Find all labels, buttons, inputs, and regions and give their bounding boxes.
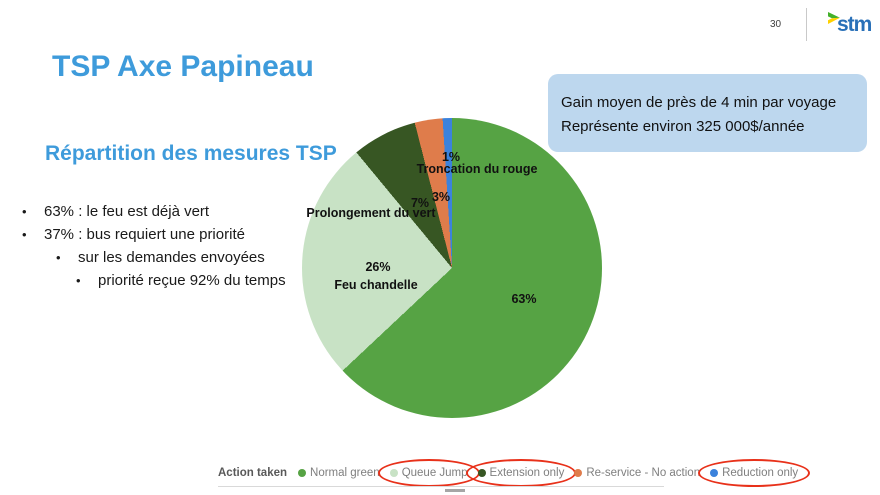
bullet-marker: •: [22, 204, 27, 219]
legend-item-queue-jump: Queue Jump: [377, 459, 480, 487]
chart-legend: Action taken Normal green Queue Jump Exten…: [218, 459, 811, 487]
page-number: 30: [770, 19, 782, 30]
section-title: Répartition des mesures TSP: [45, 142, 337, 165]
legend-label: Normal green: [310, 467, 380, 479]
pie-label-extension-name: Prolongement du vert: [306, 206, 436, 220]
bullet-marker: •: [56, 250, 61, 265]
bullet-item-3: • priorité reçue 92% du temps: [22, 269, 322, 292]
slide-title: TSP Axe Papineau: [52, 50, 314, 83]
pie-label-normal-green-pct: 63%: [511, 292, 537, 306]
legend-title: Action taken: [218, 467, 288, 479]
legend-label: Reduction only: [722, 467, 799, 479]
legend-scroll-tick: [445, 489, 465, 492]
bullet-text: sur les demandes envoyées: [78, 249, 265, 266]
legend-marker-icon: [477, 469, 486, 477]
bullet-item-0: • 63% : le feu est déjà vert: [22, 200, 322, 223]
legend-marker-icon: [574, 469, 583, 477]
bullet-marker: •: [22, 227, 27, 242]
legend-divider: [218, 486, 664, 487]
pie-label-queue-jump-name: Feu chandelle: [334, 278, 418, 292]
pie-label-queue-jump-pct: 26%: [365, 260, 391, 274]
pie-label-reduction-name: Troncation du rouge: [416, 162, 538, 176]
pie-label-reduction-pct: 1%: [441, 150, 461, 164]
legend-label: Extension only: [489, 467, 565, 479]
bullet-text: 37% : bus requiert une priorité: [44, 226, 245, 243]
bullet-item-2: • sur les demandes envoyées: [22, 246, 322, 269]
legend-label: Queue Jump: [401, 467, 468, 479]
pie-label-reservice-pct: 3%: [431, 190, 451, 204]
callout-line-2: Représente environ 325 000$/année: [561, 118, 805, 135]
legend-item-reduction-only: Reduction only: [698, 459, 811, 487]
pie-label-extension-pct: 7%: [410, 196, 430, 210]
stm-logo: stm: [826, 9, 880, 39]
gain-callout-box: Gain moyen de près de 4 min par voyage R…: [548, 74, 867, 152]
bullet-text: 63% : le feu est déjà vert: [44, 203, 210, 220]
header-divider: [806, 8, 807, 41]
bullet-list: • 63% : le feu est déjà vert • 37% : bus re…: [22, 200, 322, 292]
legend-marker-icon: [298, 469, 307, 477]
legend-item-extension-only: Extension only: [465, 459, 577, 487]
stm-logo-text: stm: [837, 13, 872, 36]
legend-item-re-service-no-action: Re-service - No action: [571, 467, 703, 479]
legend-item-normal-green: Normal green: [295, 467, 383, 479]
legend-label: Re-service - No action: [586, 467, 701, 479]
pie-chart: [302, 118, 602, 418]
legend-marker-icon: [710, 469, 719, 477]
bullet-marker: •: [76, 273, 81, 288]
stm-chevron-icon: [828, 12, 840, 24]
callout-line-1: Gain moyen de près de 4 min par voyage: [561, 94, 837, 111]
legend-marker-icon: [389, 469, 398, 477]
bullet-text: priorité reçue 92% du temps: [98, 272, 286, 289]
bullet-item-1: • 37% : bus requiert une priorité: [22, 223, 322, 246]
